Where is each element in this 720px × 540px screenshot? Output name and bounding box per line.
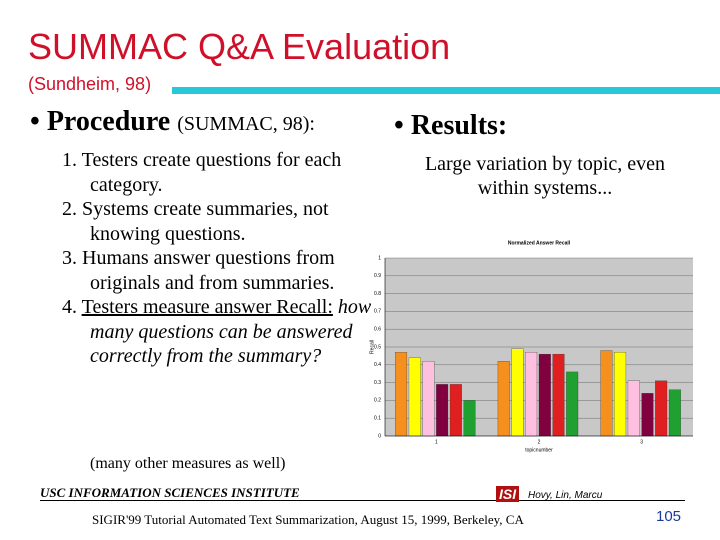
bar [395,352,408,437]
slide-title: SUMMAC Q&A Evaluation [28,26,451,67]
bar [436,384,449,437]
y-tick-label: 0.6 [374,327,381,333]
y-tick-label: 0.7 [374,309,381,315]
y-axis-label: Recall [369,340,375,354]
list-item: 3. Humans answer questions from original… [62,247,335,294]
bar [566,371,579,437]
bar [463,400,476,437]
bar [538,353,551,437]
heading-source: (SUMMAC, 98): [177,113,315,135]
y-tick-label: 0 [378,433,381,439]
y-tick-label: 0.4 [374,362,381,368]
list-item: 2. Systems create summaries, not knowing… [62,198,329,245]
heading-text: Results: [410,110,508,141]
footer-rule [40,500,685,501]
bar [511,348,524,437]
institute: USC INFORMATION SCIENCES INSTITUTE [40,485,300,500]
item-number: 4. [62,296,77,318]
bar [614,352,627,437]
bar [552,353,565,437]
list-item: 1. Testers create questions for each cat… [62,149,342,196]
note: (many other measures as well) [90,455,286,472]
y-tick-label: 0.9 [374,273,381,279]
authors: Hovy, Lin, Marcu [528,490,603,501]
item-underlined: Testers measure answer Recall: [81,296,333,318]
x-axis-label: topicnumber [525,447,553,453]
procedure-heading: • Procedure (SUMMAC, 98): [30,106,315,137]
chart-title: Normalized Answer Recall [508,240,571,246]
title-rule [172,87,720,94]
bar [525,352,538,437]
item-italic: how many questions can be answered corre… [90,296,372,367]
bar [497,361,510,437]
page-number: 105 [656,508,682,525]
bar [668,389,681,437]
chart: Normalized Answer Recall 0 0.1 0.2 0.3 0.4 0.5… [369,240,693,453]
y-tick-label: 0.3 [374,380,381,386]
bar [655,380,668,437]
subtitle: (Sundheim, 98) [28,74,152,94]
bar [627,380,640,437]
procedure-list: 1. Testers create questions for each cat… [62,148,372,369]
footer-text: SIGIR'99 Tutorial Automated Text Summari… [92,512,524,527]
list-item: 4. Testers measure answer Recall: how ma… [62,295,372,369]
x-tick-label: 3 [640,439,643,445]
y-tick-label: 0.5 [374,344,381,350]
bar [600,350,613,437]
x-tick-label: 2 [538,439,541,445]
results-text: Large variation by topic, even within sy… [424,153,666,199]
x-tick-label: 1 [435,439,438,445]
results-heading: • Results: [394,110,508,141]
bar [641,393,654,437]
bar [449,384,462,437]
logo: ISI [496,486,520,502]
y-tick-label: 1 [378,255,381,261]
y-tick-label: 0.1 [374,416,381,422]
bar [408,357,421,437]
heading-text: Procedure [46,106,171,137]
y-tick-label: 0.2 [374,398,381,404]
y-tick-label: 0.8 [374,291,381,297]
bar [422,361,435,437]
